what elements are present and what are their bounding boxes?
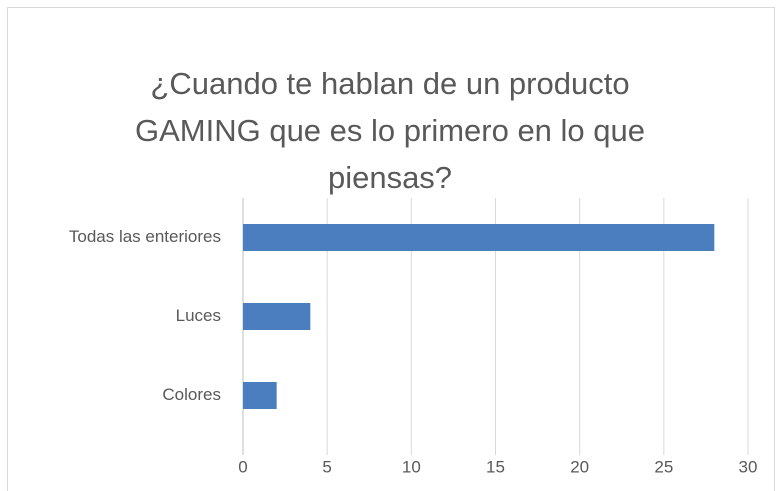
x-tick-label: 25 bbox=[654, 457, 673, 476]
y-tick-label: Todas las enteriores bbox=[69, 227, 221, 246]
x-tick-label: 15 bbox=[486, 457, 505, 476]
bar bbox=[243, 224, 715, 251]
x-tick-label: 20 bbox=[570, 457, 589, 476]
chart-border bbox=[7, 7, 775, 491]
x-tick-label: 0 bbox=[238, 457, 247, 476]
bar bbox=[243, 303, 311, 330]
x-tick-label: 5 bbox=[322, 457, 331, 476]
bar bbox=[243, 382, 277, 409]
chart-title: ¿Cuando te hablan de un producto GAMING … bbox=[134, 66, 646, 195]
y-tick-label: Luces bbox=[176, 306, 221, 325]
y-tick-label: Colores bbox=[162, 385, 221, 404]
x-tick-label: 10 bbox=[402, 457, 421, 476]
x-tick-label: 30 bbox=[739, 457, 758, 476]
